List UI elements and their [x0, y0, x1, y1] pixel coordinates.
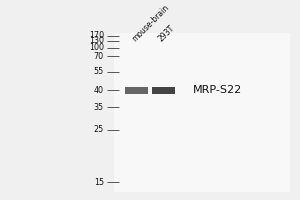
Text: MRP-S22: MRP-S22	[193, 85, 242, 95]
Text: 70: 70	[94, 52, 104, 61]
Text: 25: 25	[94, 125, 104, 134]
FancyBboxPatch shape	[114, 33, 290, 192]
Text: 170: 170	[89, 31, 104, 40]
Text: 100: 100	[89, 43, 104, 52]
Text: 293T: 293T	[157, 23, 177, 43]
Text: 55: 55	[94, 67, 104, 76]
Text: mouse-brain: mouse-brain	[130, 3, 171, 43]
FancyBboxPatch shape	[152, 87, 175, 94]
Text: 130: 130	[89, 36, 104, 45]
Text: 40: 40	[94, 86, 104, 95]
Text: 35: 35	[94, 103, 104, 112]
Text: 15: 15	[94, 178, 104, 187]
FancyBboxPatch shape	[125, 87, 148, 94]
